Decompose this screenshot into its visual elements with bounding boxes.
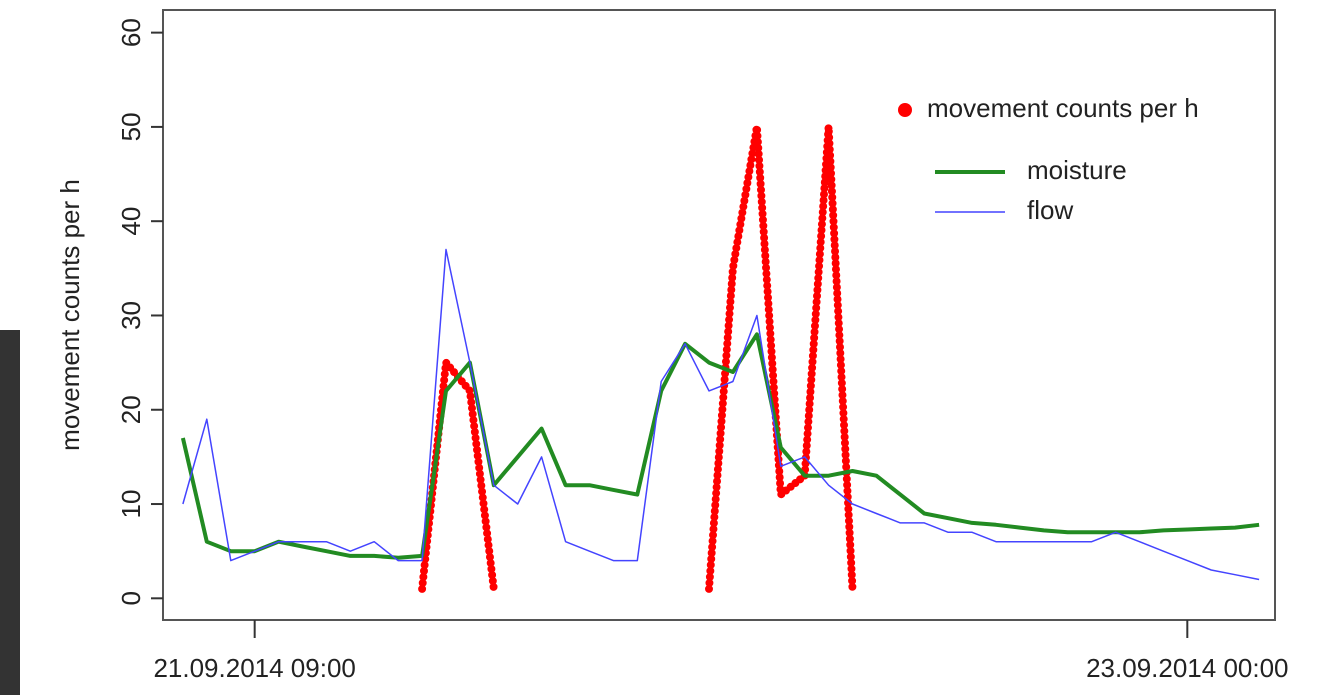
y-tick-label: 50 <box>116 112 146 141</box>
series-line <box>418 126 857 593</box>
legend-label: flow <box>1027 195 1073 225</box>
x-tick-label: 21.09.2014 09:00 <box>153 653 355 683</box>
legend-label: moisture <box>1027 155 1127 185</box>
y-tick-label: 40 <box>116 207 146 236</box>
series-line <box>180 332 1260 560</box>
y-tick-label: 20 <box>116 395 146 424</box>
series-line <box>182 248 1260 581</box>
x-tick-label: 23.09.2014 00:00 <box>1086 653 1288 683</box>
y-axis-label: movement counts per h <box>55 179 85 451</box>
legend-marker <box>898 103 912 117</box>
background-photo-strip <box>0 330 20 695</box>
legend-label: movement counts per h <box>927 93 1199 123</box>
y-tick-label: 30 <box>116 301 146 330</box>
y-tick-label: 0 <box>116 591 146 605</box>
y-tick-label: 60 <box>116 18 146 47</box>
y-tick-label: 10 <box>116 490 146 519</box>
